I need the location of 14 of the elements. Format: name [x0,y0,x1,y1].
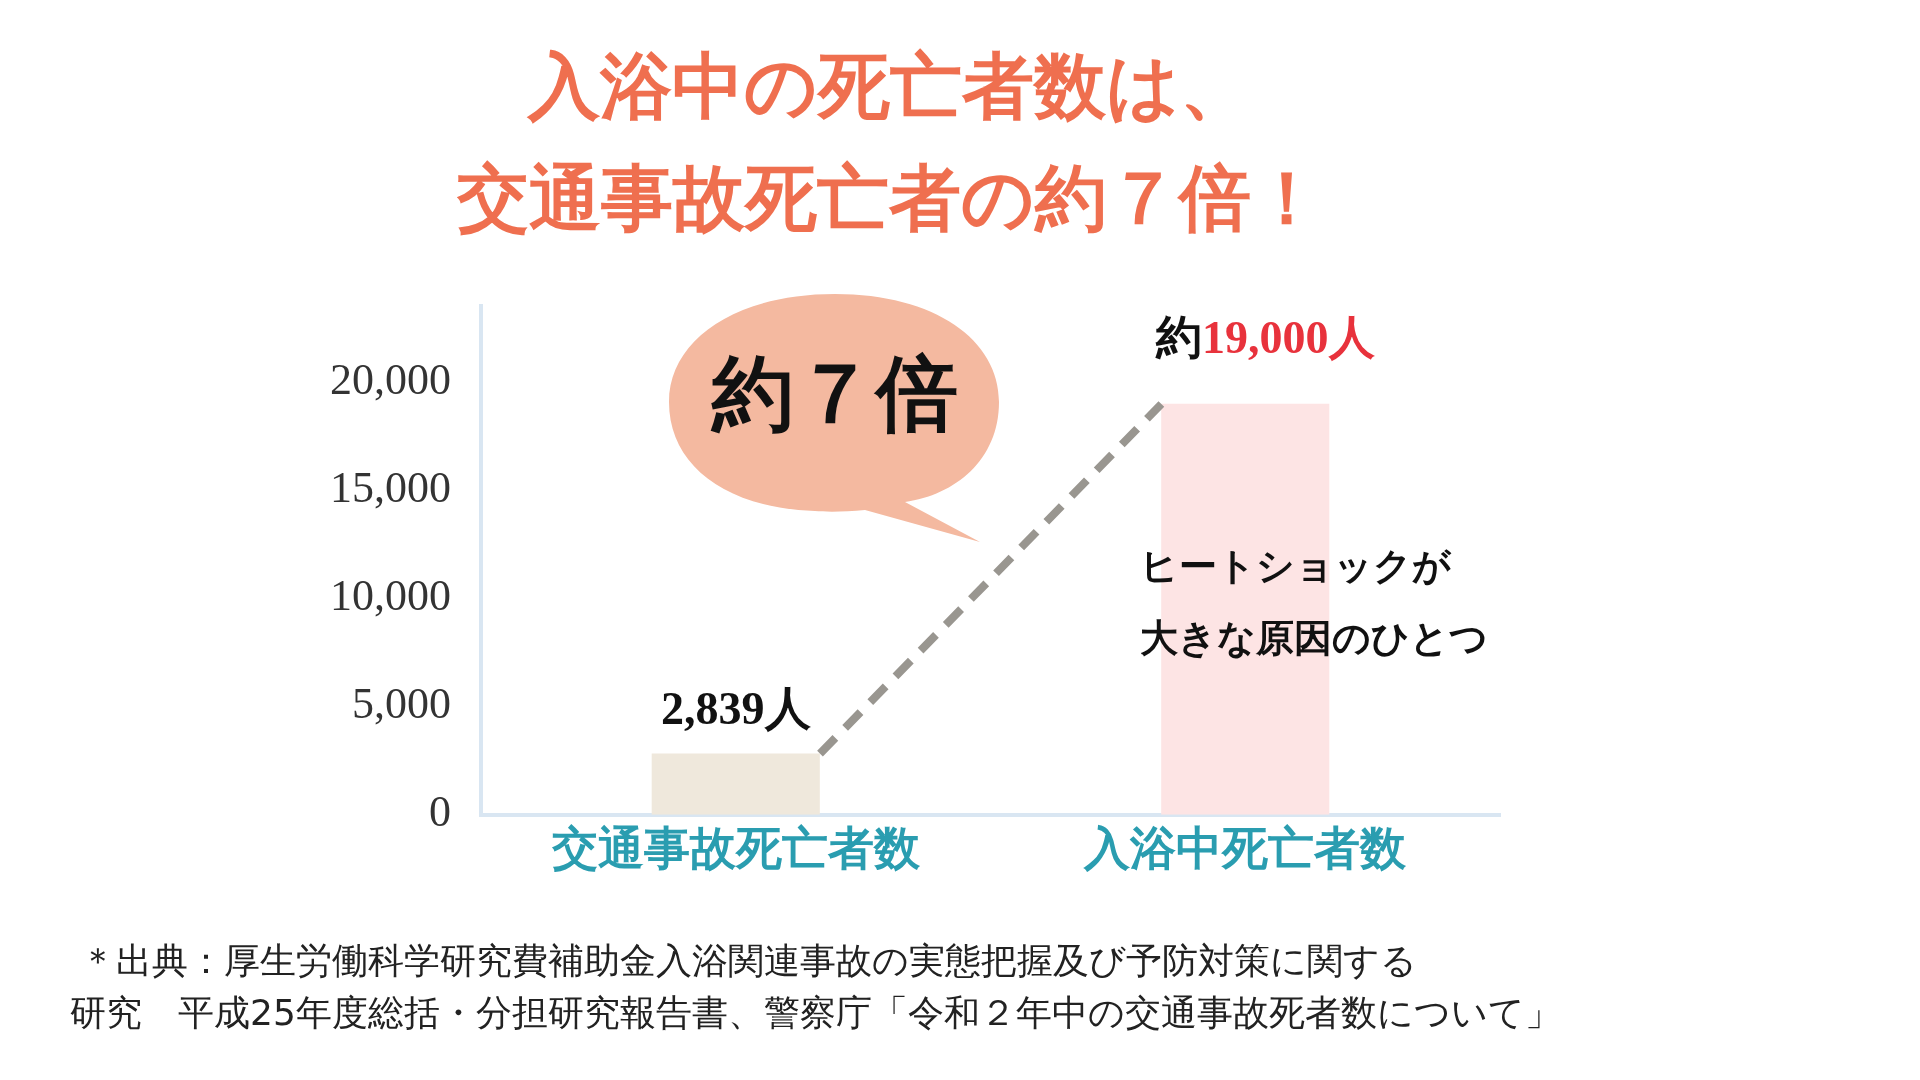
x-tick-label: 入浴中死亡者数 [1083,821,1408,876]
y-tick-label: 20,000 [330,354,451,404]
chart-title: 入浴中の死亡者数は、交通事故死亡者の約７倍！ [456,43,1324,242]
y-tick-label: 10,000 [330,571,451,621]
y-tick-label: 0 [429,787,451,837]
y-tick-label: 15,000 [330,462,451,512]
text: ＊出典：厚生労働科学研究費補助金入浴関連事故の実態把握及び予防対策に関する [80,939,1417,983]
annotation: 約７倍 [709,344,959,443]
data-label: 約19,000人 [1155,311,1375,363]
x-tick-label: 交通事故死亡者数 [550,821,921,876]
data-label: 2,839人 [661,683,811,735]
text: 研究 平成25年度総括・分担研究報告書、警察庁「令和２年中の交通事故死者数について」 [70,991,1561,1035]
annotation: ヒートショックが大きな原因のひとつ [1140,543,1489,662]
y-tick-label: 5,000 [352,679,451,729]
